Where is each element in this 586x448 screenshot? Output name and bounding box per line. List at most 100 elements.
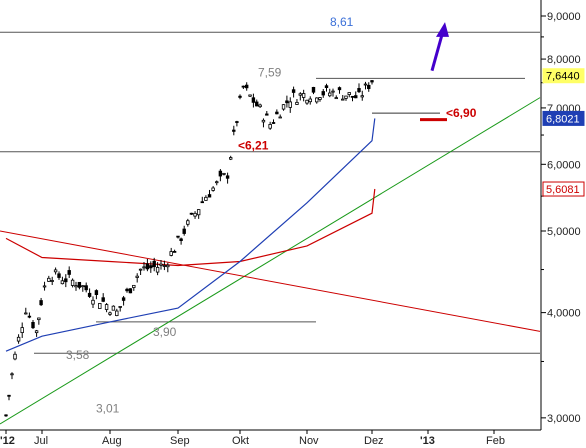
level-label-3: <6,21 [238, 139, 269, 153]
trend-line-resistance [0, 230, 541, 332]
candle-body [145, 263, 150, 270]
candle-body [4, 414, 8, 417]
x-tick-label-8: Feb [486, 435, 505, 447]
candle-body [42, 285, 47, 288]
candle-body [132, 284, 136, 288]
candle-body [295, 101, 299, 105]
price-badge-label-0: 7,6440 [546, 71, 580, 83]
x-tick-label-3: Sep [170, 435, 190, 447]
candle-body [64, 278, 68, 283]
x-tick-label-0: '12 [0, 435, 15, 447]
price-badge-label-2: 5,6081 [546, 184, 580, 196]
x-tick-label-7: '13 [420, 435, 435, 447]
y-tick-label-5: 4,0000 [547, 308, 581, 320]
candle-body [218, 170, 223, 177]
candle-body [16, 336, 21, 342]
candle-body [47, 277, 51, 282]
arrow-shaft [430, 34, 444, 72]
candle-body [128, 288, 133, 294]
candle-body [324, 85, 329, 89]
up-arrow-icon [430, 22, 449, 72]
candle-body [331, 90, 335, 93]
candle-body [357, 88, 361, 93]
candle-body [308, 98, 312, 103]
candle-body [81, 285, 85, 288]
candle-body [142, 266, 146, 269]
candle-body [288, 101, 292, 108]
candle-body [10, 373, 14, 376]
level-label-2: <6,90 [446, 106, 477, 120]
candle-body [275, 111, 279, 115]
level-label-0: 8,61 [330, 15, 354, 29]
candle-body [186, 220, 190, 225]
candle-body [261, 119, 266, 123]
candle-body [57, 273, 61, 278]
candle-body [370, 80, 374, 83]
candle-body [162, 265, 167, 267]
candle-body [298, 93, 302, 96]
candle-body [115, 310, 119, 317]
candle-body [37, 317, 41, 321]
candle-body [24, 312, 28, 315]
candle-body [301, 93, 306, 98]
candle-body [255, 101, 259, 107]
candle-body [278, 116, 282, 119]
candle-body [334, 97, 338, 100]
y-tick-label-1: 8,0000 [547, 54, 581, 66]
x-tick-label-6: Dez [364, 435, 384, 447]
candle-body [367, 84, 371, 89]
candle-body [222, 172, 226, 175]
candle-body [360, 95, 364, 98]
candle-body [354, 95, 358, 99]
candle-body [111, 305, 116, 311]
horizontal-levels [0, 31, 540, 354]
candle-body [34, 330, 39, 334]
candle-body [200, 201, 204, 204]
candle-body [152, 260, 156, 268]
candle-body [87, 292, 92, 297]
candle-body [94, 290, 99, 295]
candle-body [271, 122, 276, 124]
candle-body [285, 100, 289, 104]
ma-long-line [5, 188, 376, 267]
candle-body [235, 121, 239, 123]
candle-body [84, 285, 88, 291]
candle-body [291, 89, 296, 93]
x-tick-label-4: Okt [232, 435, 249, 447]
candle-body [305, 99, 309, 104]
candle-body [121, 297, 126, 301]
candle-body [53, 269, 58, 273]
candle-body [135, 275, 139, 278]
candle-body [104, 304, 109, 310]
price-badges: 7,6440 6,8021 5,6081 [542, 68, 585, 197]
candle-body [166, 264, 170, 268]
candle-body [315, 97, 319, 103]
candle-body [7, 394, 11, 397]
price-candles [4, 80, 374, 417]
price-badge-label-1: 6,8021 [546, 113, 580, 125]
candle-body [193, 212, 197, 217]
candle-body [60, 280, 65, 285]
candle-body [196, 209, 201, 216]
candle-body [101, 297, 105, 302]
candle-body [311, 86, 316, 93]
candle-body [265, 113, 269, 116]
candle-body [91, 299, 95, 305]
candle-body [176, 235, 180, 238]
candle-body [241, 85, 246, 88]
price-badge-1 [542, 110, 585, 126]
candle-body [50, 280, 54, 282]
x-tick-label-5: Nov [299, 435, 319, 447]
candle-body [149, 265, 153, 269]
candle-body [172, 250, 177, 253]
arrow-head [436, 22, 449, 37]
candle-body [268, 124, 272, 129]
x-tick-label-2: Aug [102, 435, 122, 447]
candle-body [169, 251, 173, 256]
candle-body [337, 87, 342, 91]
y-tick-label-6: 3,0000 [547, 413, 581, 425]
candle-body [204, 196, 208, 201]
